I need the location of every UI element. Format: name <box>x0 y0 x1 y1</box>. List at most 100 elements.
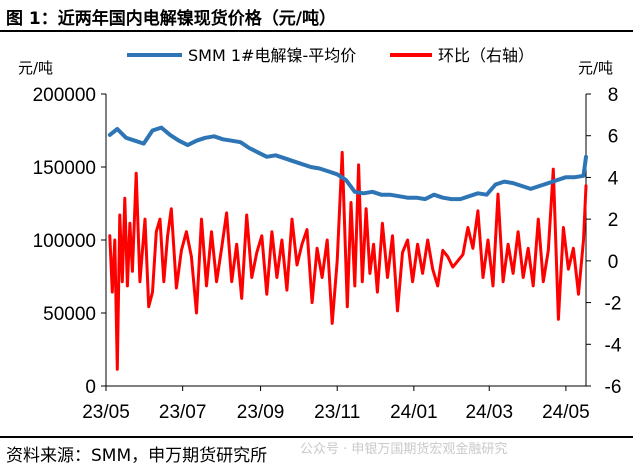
price-point <box>134 139 136 142</box>
price-point <box>389 193 391 196</box>
mom-point <box>126 285 129 287</box>
price-point <box>406 196 409 199</box>
mom-point <box>144 218 146 220</box>
price-point <box>565 176 567 178</box>
mom-point <box>502 280 504 283</box>
mom-point <box>411 280 414 283</box>
x-tick-label: 24/01 <box>390 402 438 423</box>
mom-point <box>147 305 150 308</box>
mom-point <box>326 239 329 241</box>
mom-point <box>542 280 545 283</box>
price-point <box>169 134 171 136</box>
mom-point <box>562 226 565 229</box>
mom-point <box>462 253 464 256</box>
mom-point <box>281 239 283 241</box>
price-point <box>424 198 427 200</box>
x-tick-label: 23/05 <box>82 402 130 423</box>
mom-point <box>487 239 489 241</box>
mom-point <box>517 230 519 233</box>
price-point <box>116 128 119 130</box>
mom-point <box>119 214 121 216</box>
mom-point <box>261 235 263 237</box>
price-point <box>529 188 532 190</box>
mom-point <box>492 285 494 287</box>
mom-point <box>111 291 114 293</box>
mom-point <box>372 243 375 245</box>
price-point <box>371 191 374 193</box>
mom-point <box>331 322 334 325</box>
left-tick-label: 150000 <box>33 158 96 179</box>
legend-label-mom: 环比（右轴） <box>438 46 534 65</box>
mom-point <box>436 285 439 287</box>
price-point <box>222 138 224 141</box>
footer-rule <box>0 436 633 438</box>
mom-point <box>114 239 116 241</box>
left-tick-label: 50000 <box>43 304 96 325</box>
price-point <box>310 166 312 168</box>
mom-point <box>350 201 352 204</box>
mom-point <box>585 185 587 187</box>
price-point <box>477 192 479 195</box>
source-note: 资料来源：SMM，申万期货研究所 <box>6 446 268 466</box>
mom-point <box>421 272 424 275</box>
right-tick-label: 6 <box>608 127 619 148</box>
mom-point <box>251 276 253 279</box>
price-point <box>318 167 321 170</box>
right-tick-label: 2 <box>608 210 619 231</box>
price-point <box>195 139 198 142</box>
right-tick-label: 0 <box>608 252 619 273</box>
mom-point <box>577 293 580 296</box>
price-point <box>283 157 286 159</box>
mom-point <box>240 297 243 300</box>
mom-point <box>567 268 570 271</box>
mom-point <box>365 207 367 210</box>
price-point <box>142 142 145 145</box>
mom-point <box>426 239 429 241</box>
figure-title-text: 近两年国内电解镍现货价格（元/吨） <box>57 9 336 29</box>
series-line-price <box>107 125 588 202</box>
mom-point <box>135 172 137 175</box>
mom-point <box>512 272 514 275</box>
mom-point <box>121 280 124 283</box>
watermark: 公众号 · 申银万国期货宏观金融研究 <box>300 442 508 457</box>
mom-point <box>416 243 419 245</box>
right-axis-unit: 元/吨 <box>578 59 613 77</box>
legend: SMM 1#电解镍-平均价 环比（右轴） <box>127 46 534 65</box>
price-point <box>459 198 462 200</box>
mom-point <box>321 276 323 279</box>
price-point <box>450 198 453 200</box>
mom-point <box>357 164 360 166</box>
mom-point <box>431 268 434 271</box>
mom-point <box>255 251 258 254</box>
mom-point <box>159 218 161 220</box>
mom-point <box>220 247 223 250</box>
mom-point <box>190 255 193 258</box>
left-tick-label: 0 <box>85 377 96 398</box>
mom-point <box>552 168 555 170</box>
price-point <box>582 175 585 177</box>
mom-point <box>151 291 154 293</box>
price-point <box>362 192 365 195</box>
price-point <box>178 139 180 142</box>
mom-point <box>124 197 126 200</box>
x-tick-label: 23/07 <box>159 402 207 423</box>
mom-point <box>131 270 134 273</box>
mom-point <box>316 247 318 250</box>
x-tick-label: 23/11 <box>314 402 360 423</box>
price-point <box>109 134 111 136</box>
price-point <box>556 179 558 181</box>
mom-point <box>175 287 178 289</box>
mom-point <box>401 251 404 254</box>
mom-point <box>230 280 233 283</box>
mom-point <box>276 276 278 279</box>
mom-point <box>346 305 349 308</box>
mom-point <box>245 214 248 216</box>
mom-point <box>572 247 575 250</box>
price-point <box>433 193 435 196</box>
price-point <box>503 180 506 183</box>
price-point <box>573 176 576 178</box>
mom-point <box>457 260 459 262</box>
mom-point <box>296 264 298 266</box>
price-point <box>213 135 215 138</box>
